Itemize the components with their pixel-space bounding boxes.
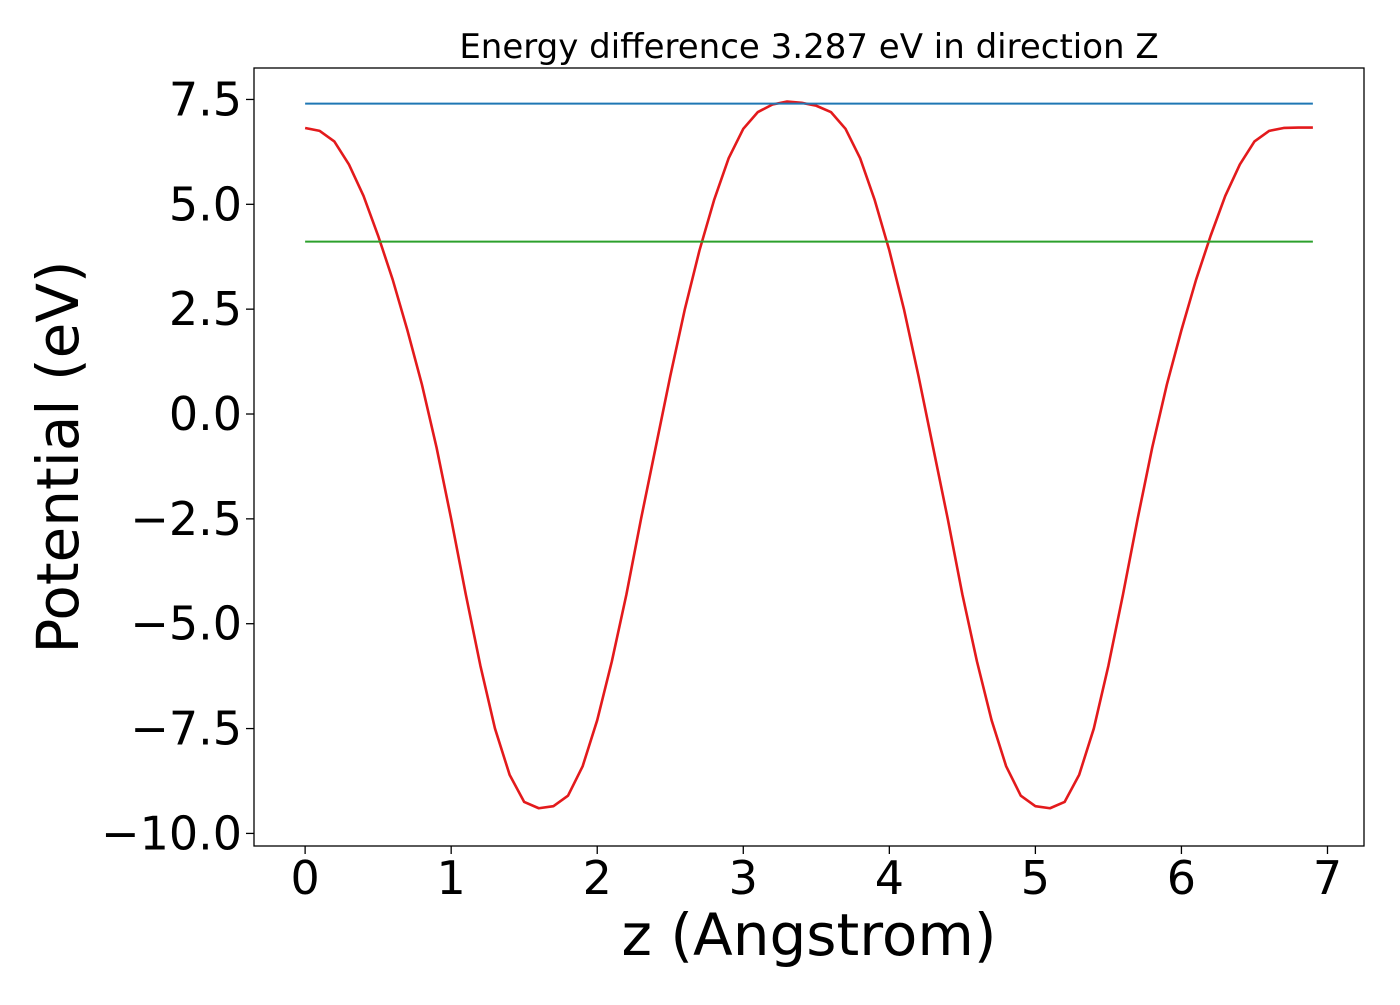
x-tick-label: 0 (290, 851, 319, 905)
x-tick-label: 4 (875, 851, 904, 905)
x-tick-label: 7 (1313, 851, 1342, 905)
x-tick-label: 2 (583, 851, 612, 905)
chart-title: Energy difference 3.287 eV in direction … (459, 27, 1158, 67)
series-layer (304, 100, 1313, 810)
y-tick-label: −10.0 (101, 806, 242, 860)
x-ticks: 0 1 2 3 4 5 6 7 (290, 846, 1342, 905)
plot-frame (253, 67, 1365, 847)
x-tick-label: 5 (1021, 851, 1050, 905)
x-tick-label: 1 (437, 851, 466, 905)
series-line-0 (304, 100, 1313, 810)
x-axis-label: z (Angstrom) (622, 901, 997, 969)
y-tick-label: 2.5 (169, 282, 242, 336)
y-tick-label: 5.0 (169, 177, 242, 231)
y-tick-label: −5.0 (130, 597, 242, 651)
y-tick-label: 7.5 (169, 72, 242, 126)
x-tick-label: 3 (729, 851, 758, 905)
y-tick-label: −7.5 (130, 702, 242, 756)
y-ticks: −10.0 −7.5 −5.0 −2.5 0.0 2.5 5.0 7.5 (101, 72, 254, 860)
x-tick-label: 6 (1167, 851, 1196, 905)
y-axis-label: Potential (eV) (24, 260, 92, 653)
y-tick-label: −2.5 (130, 492, 242, 546)
y-tick-label: 0.0 (169, 387, 242, 441)
